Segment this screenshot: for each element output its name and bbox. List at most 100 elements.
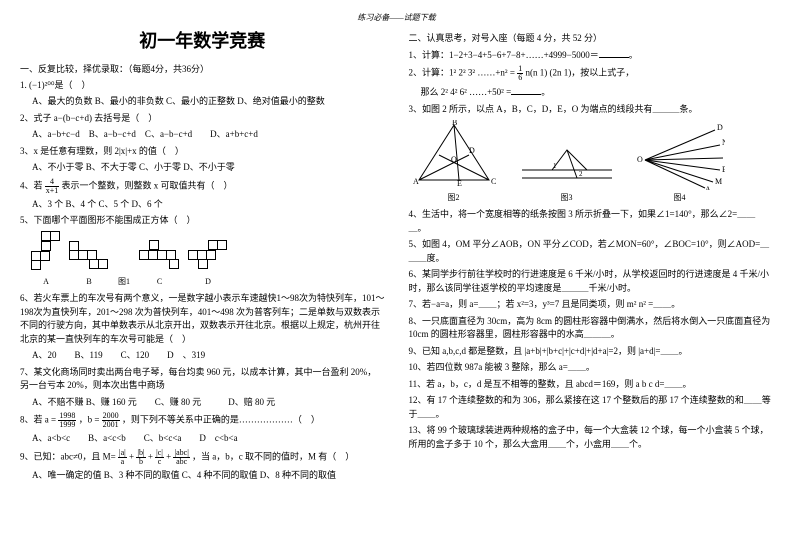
q4-options: A、3 个 B、4 个 C、5 个 D、6 个: [20, 198, 385, 212]
net-a-label: A: [32, 276, 60, 288]
r5: 5、如图 4，OM 平分∠AOB，ON 平分∠COD，若∠MON=60°，∠BO…: [409, 238, 774, 265]
q4-frac-den: x+1: [45, 187, 60, 195]
r1-text: 1、计算：1−2+3−4+5−6+7−8+……+4999−5000＝: [409, 50, 599, 60]
figure-1-row: A B 图1 C: [32, 232, 385, 289]
q9-f2: |b|b: [136, 449, 145, 466]
q5: 5、下面哪个平面图形不能围成正方体（ ）: [20, 214, 385, 228]
q9-pre: 9、已知：abc≠0，且 M=: [20, 451, 116, 461]
q4: 4、若 4 x+1 表示一个整数，则整数 x 可取值共有（ ）: [20, 178, 385, 195]
q4-pre: 4、若: [20, 180, 43, 190]
left-column: 初一年数学竞赛 一、反复比较，择优录取：（每题4分，共36分） 1. (−1)²…: [20, 28, 385, 485]
svg-text:A: A: [705, 185, 711, 190]
svg-text:2: 2: [579, 170, 583, 178]
q9-options: A、唯一确定的值 B、3 种不同的取值 C、4 种不同的取值 D、8 种不同的取…: [20, 469, 385, 483]
q9-p3: +: [166, 451, 171, 461]
svg-text:B: B: [722, 165, 725, 174]
q8-d2: 2001: [102, 421, 120, 429]
r8: 8、一只底面直径为 30cm，高为 8cm 的圆柱形容器中倒满水，然后将水倒入一…: [409, 315, 774, 342]
svg-text:A: A: [413, 177, 419, 186]
q2: 2、式子 a−(b−c+d) 去括号是（ ）: [20, 112, 385, 126]
r12: 12、有 17 个连续整数的和为 306，那么紧接在这 17 个整数后的那 17…: [409, 394, 774, 421]
figure-2-svg: B A C D E O: [409, 120, 499, 190]
q8-options: A、a<b<c B、a<c<b C、b<c<a D c<b<a: [20, 432, 385, 446]
q9-p1: +: [129, 451, 134, 461]
q3: 3、x 是任意有理数，则 2|x|+x 的值（ ）: [20, 145, 385, 159]
q8-mid: ，b =: [79, 415, 100, 425]
figure-4-svg: O D N C B M A: [635, 120, 725, 190]
r2b: 那么 2² 4² 6² ……+50² =。: [409, 85, 774, 100]
q9-f3: |c|c: [155, 449, 164, 466]
q8-post: ，则下列不等关系中正确的是………………（ ）: [122, 415, 320, 425]
figure-2: B A C D E O 图2: [409, 120, 499, 204]
svg-text:M: M: [715, 177, 722, 186]
svg-text:E: E: [457, 179, 462, 188]
q9: 9、已知：abc≠0，且 M= |a|a + |b|b + |c|c + |ab…: [20, 449, 385, 466]
net-b: B: [70, 242, 108, 289]
net-a: A: [32, 232, 60, 289]
net-c: C: [140, 241, 179, 289]
two-column-layout: 初一年数学竞赛 一、反复比较，择优录取：（每题4分，共36分） 1. (−1)²…: [20, 28, 773, 485]
q9-post: ，当 a，b，c 取不同的值时，M 有（ ）: [192, 451, 354, 461]
r13: 13、将 99 个玻璃球装进两种规格的盒子中，每一个大盒装 12 个球，每一个小…: [409, 424, 774, 451]
q8: 8、若 a = 19981999 ，b = 20002001 ，则下列不等关系中…: [20, 412, 385, 429]
r2: 2、计算：1² 2² 3² ……+n² = 16 n(n 1) (2n 1)，按…: [409, 65, 774, 82]
r11: 11、若 a，b，c，d 是互不相等的整数，且 abcd＝169，则 a b c…: [409, 378, 774, 392]
q9-d2: b: [136, 458, 145, 466]
q9-d1: a: [118, 458, 127, 466]
svg-text:O: O: [451, 155, 457, 164]
svg-text:D: D: [717, 123, 723, 132]
q2-options: A、a−b+c−d B、a−b−c+d C、a−b−c+d D、a+b+c+d: [20, 128, 385, 142]
svg-text:D: D: [469, 146, 475, 155]
q3-options: A、不小于零 B、不大于零 C、小于零 D、不小于零: [20, 161, 385, 175]
q9-d4: abc: [173, 458, 189, 466]
r2b-blank: [511, 85, 541, 95]
net-d: D: [189, 241, 227, 289]
net-d-label: D: [189, 276, 227, 288]
q6-options: A、20 B、119 C、120 D 、319: [20, 349, 385, 363]
r1: 1、计算：1−2+3−4+5−6+7−8+……+4999−5000＝。: [409, 48, 774, 63]
header-note: 练习必备——试题下载: [20, 12, 773, 24]
q1: 1. (−1)²⁰⁰是（ ）: [20, 79, 385, 93]
figure-4: O D N C B M A 图4: [635, 120, 725, 204]
r2-d: 6: [517, 74, 523, 82]
figure-3-svg: 1 2: [517, 140, 617, 190]
r1-blank: [599, 48, 629, 58]
figure-3: 1 2 图3: [517, 140, 617, 204]
q9-d3: c: [155, 458, 164, 466]
q6: 6、若火车票上的车次号有两个意义，一是数字越小表示车速越快1～98次为特快列车，…: [20, 292, 385, 346]
page-title: 初一年数学竞赛: [20, 28, 385, 55]
q8-d1: 1999: [58, 421, 76, 429]
q9-f4: |abc|abc: [173, 449, 189, 466]
r9: 9、已知 a,b,c,d 都是整数，且 |a+b|+|b+c|+|c+d|+|d…: [409, 345, 774, 359]
q8-frac2: 20002001: [102, 412, 120, 429]
svg-text:O: O: [637, 155, 643, 164]
figures-2-3-4: B A C D E O 图2 1 2 图3: [409, 120, 774, 204]
fig4-label: 图4: [635, 192, 725, 204]
r2b-text: 那么 2² 4² 6² ……+50² =: [421, 87, 512, 97]
r2-frac: 16: [517, 65, 523, 82]
svg-text:B: B: [452, 120, 457, 127]
r4: 4、生活中，将一个宽度相等的纸条按图 3 所示折叠一下，如果∠1=140°，那么…: [409, 208, 774, 235]
q4-fraction: 4 x+1: [45, 178, 60, 195]
svg-text:C: C: [491, 177, 496, 186]
fig1-label: 图1: [118, 276, 130, 288]
q9-p2: +: [148, 451, 153, 461]
r7: 7、若−a=a，则 a=＿＿；若 x²=3，y³=7 且是同类项，则 m² n²…: [409, 298, 774, 312]
q8-pre: 8、若 a =: [20, 415, 56, 425]
r3: 3、如图 2 所示，以点 A，B，C，D，E，O 为端点的线段共有＿＿＿条。: [409, 103, 774, 117]
svg-text:1: 1: [553, 162, 557, 170]
right-column: 二、认真思考，对号入座（每题 4 分，共 52 分） 1、计算：1−2+3−4+…: [409, 28, 774, 485]
q8-frac1: 19981999: [58, 412, 76, 429]
svg-text:N: N: [722, 138, 725, 147]
net-c-label: C: [140, 276, 179, 288]
q7: 7、某文化商场同时卖出两台电子琴，每台均卖 960 元，以成本计算，其中一台盈利…: [20, 366, 385, 393]
section-2-head: 二、认真思考，对号入座（每题 4 分，共 52 分）: [409, 32, 774, 46]
r6: 6、某同学步行前往学校时的行进速度是 6 千米/小时，从学校返回时的行进速度是 …: [409, 268, 774, 295]
r2-pre: 2、计算：1² 2² 3² ……+n² =: [409, 68, 515, 78]
fig3-label: 图3: [517, 192, 617, 204]
q9-f1: |a|a: [118, 449, 127, 466]
net-b-label: B: [70, 276, 108, 288]
q4-post: 表示一个整数，则整数 x 可取值共有（ ）: [62, 180, 233, 190]
r10: 10、若四位数 987a 能被 3 整除，那么 a=＿＿。: [409, 361, 774, 375]
q7-options: A、不赔不赚 B、赚 160 元 C、赚 80 元 D、赔 80 元: [20, 396, 385, 410]
